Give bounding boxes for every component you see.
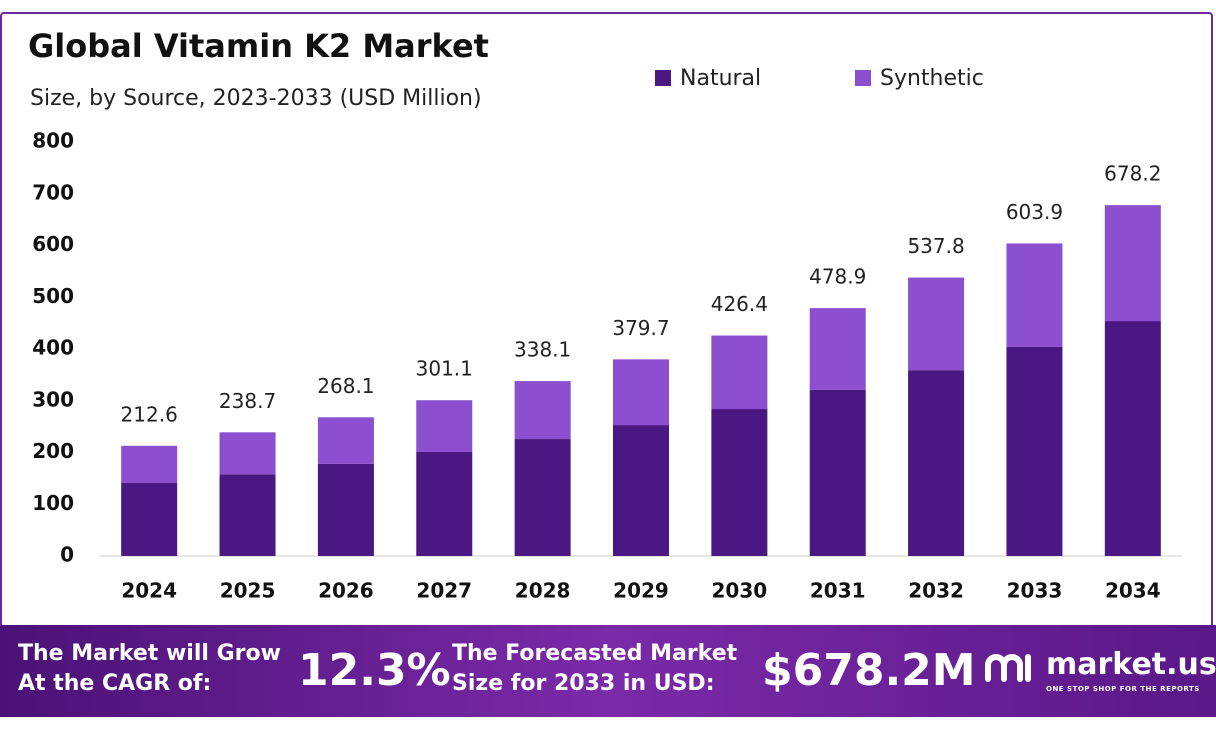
forecast-line: The Forecasted Market [452, 641, 738, 666]
bar-segment [219, 474, 276, 556]
x-tick-label: 2033 [1007, 579, 1063, 603]
legend-label: Natural [680, 66, 761, 91]
total-label: 301.1 [416, 357, 473, 381]
bar-segment [809, 389, 866, 556]
x-tick-label: 2024 [121, 579, 177, 603]
chart: Global Vitamin K2 Market Size, by Source… [28, 27, 1182, 603]
bar-segment [514, 381, 571, 440]
bar-segment [908, 277, 965, 371]
y-tick-label: 100 [32, 491, 74, 515]
y-tick-label: 400 [32, 336, 74, 360]
y-tick-label: 200 [32, 439, 74, 463]
brand: market.us [1046, 647, 1216, 682]
bar-segment [613, 359, 669, 426]
bar-segment [1006, 346, 1063, 556]
cagr-value: 12.3% [298, 645, 451, 696]
legend-swatch [855, 70, 871, 86]
forecast-text: The Forecasted Market Size for 2033 in US… [452, 639, 737, 699]
total-label: 238.7 [219, 389, 276, 413]
x-tick-label: 2027 [416, 579, 472, 603]
bar-segment [711, 409, 768, 556]
forecast-line: Size for 2033 in USD: [452, 671, 715, 696]
bar-segment [1006, 243, 1063, 347]
bar-segment [121, 445, 178, 484]
bar-segment [809, 308, 866, 390]
cagr-line: The Market will Grow [18, 641, 281, 666]
total-label: 603.9 [1006, 200, 1063, 224]
bar-segment [711, 335, 768, 410]
bar-segment [317, 463, 374, 556]
total-label: 426.4 [711, 292, 768, 316]
footer-banner: The Market will Grow At the CAGR of: 12.3… [0, 625, 1216, 717]
chart-subtitle: Size, by Source, 2023-2033 (USD Million) [30, 86, 482, 111]
x-tick-label: 2029 [613, 579, 669, 603]
y-tick-label: 700 [32, 180, 74, 204]
x-tick-label: 2025 [220, 579, 276, 603]
logo-icon [985, 654, 1031, 682]
x-tick-label: 2028 [515, 579, 571, 603]
y-tick-label: 800 [32, 129, 74, 153]
bar-segment [121, 483, 178, 556]
chart-title: Global Vitamin K2 Market [28, 27, 489, 65]
legend-label: Synthetic [880, 66, 984, 91]
total-label: 338.1 [514, 338, 571, 362]
tagline: ONE STOP SHOP FOR THE REPORTS [1046, 685, 1200, 693]
forecast-value: $678.2M [762, 645, 976, 696]
x-tick-label: 2031 [810, 579, 866, 603]
total-label: 379.7 [612, 316, 669, 340]
bar-segment [1104, 205, 1161, 322]
cagr-line: At the CAGR of: [18, 671, 212, 696]
total-label: 537.8 [907, 234, 964, 258]
bar-segment [219, 432, 276, 475]
y-tick-label: 300 [32, 387, 74, 411]
y-tick-label: 600 [32, 232, 74, 256]
bar-segment [416, 451, 473, 556]
bar-segment [317, 417, 374, 464]
x-tick-label: 2034 [1105, 579, 1161, 603]
x-tick-label: 2026 [318, 579, 374, 603]
bar-segment [416, 400, 473, 452]
bar-segment [514, 439, 571, 556]
y-tick-label: 500 [32, 284, 74, 308]
total-label: 478.9 [809, 265, 866, 289]
bar-segment [908, 370, 965, 556]
total-label: 268.1 [317, 374, 374, 398]
x-tick-label: 2032 [908, 579, 964, 603]
x-tick-label: 2030 [712, 579, 768, 603]
y-tick-label: 0 [60, 543, 74, 567]
cagr-text: The Market will Grow At the CAGR of: [18, 639, 281, 699]
total-label: 212.6 [121, 402, 178, 426]
total-label: 678.2 [1104, 162, 1161, 186]
bar-segment [613, 425, 669, 556]
legend-swatch [655, 70, 671, 86]
bar-segment [1104, 321, 1161, 556]
